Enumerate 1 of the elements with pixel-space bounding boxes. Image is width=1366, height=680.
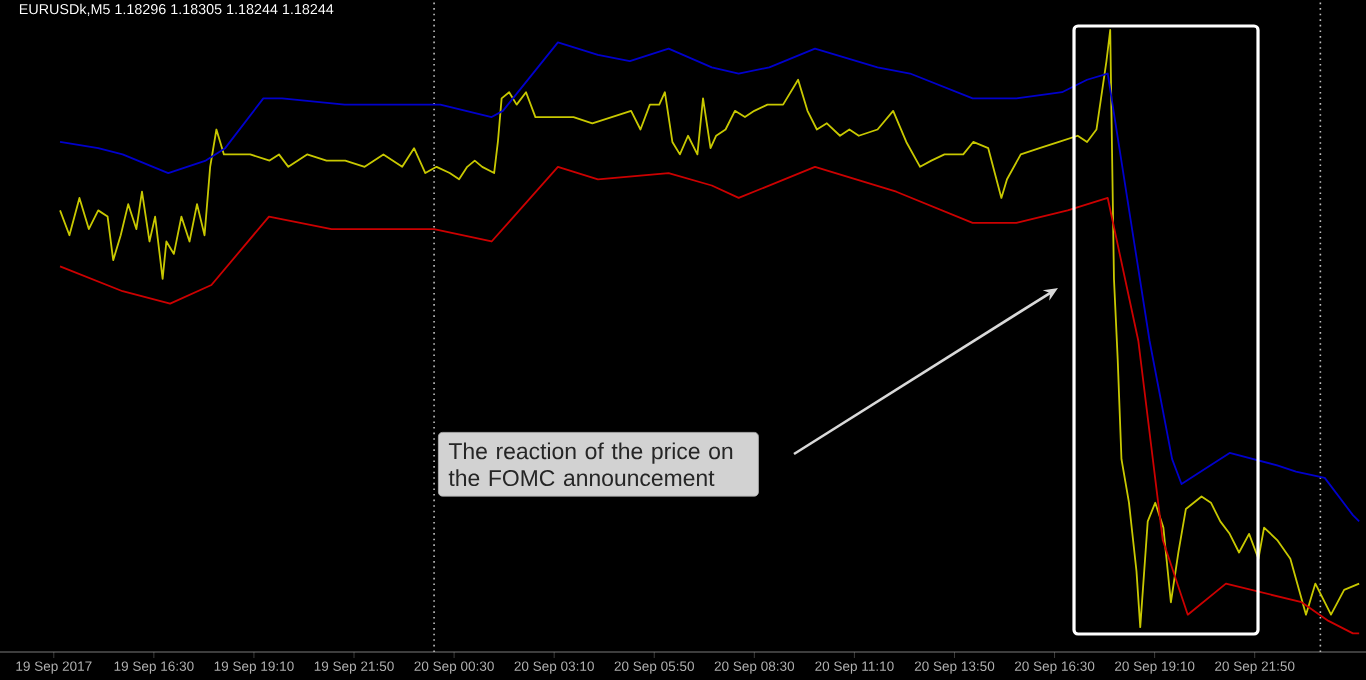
annotation: The reaction of the price on the FOMC announcement bbox=[448, 442, 733, 487]
